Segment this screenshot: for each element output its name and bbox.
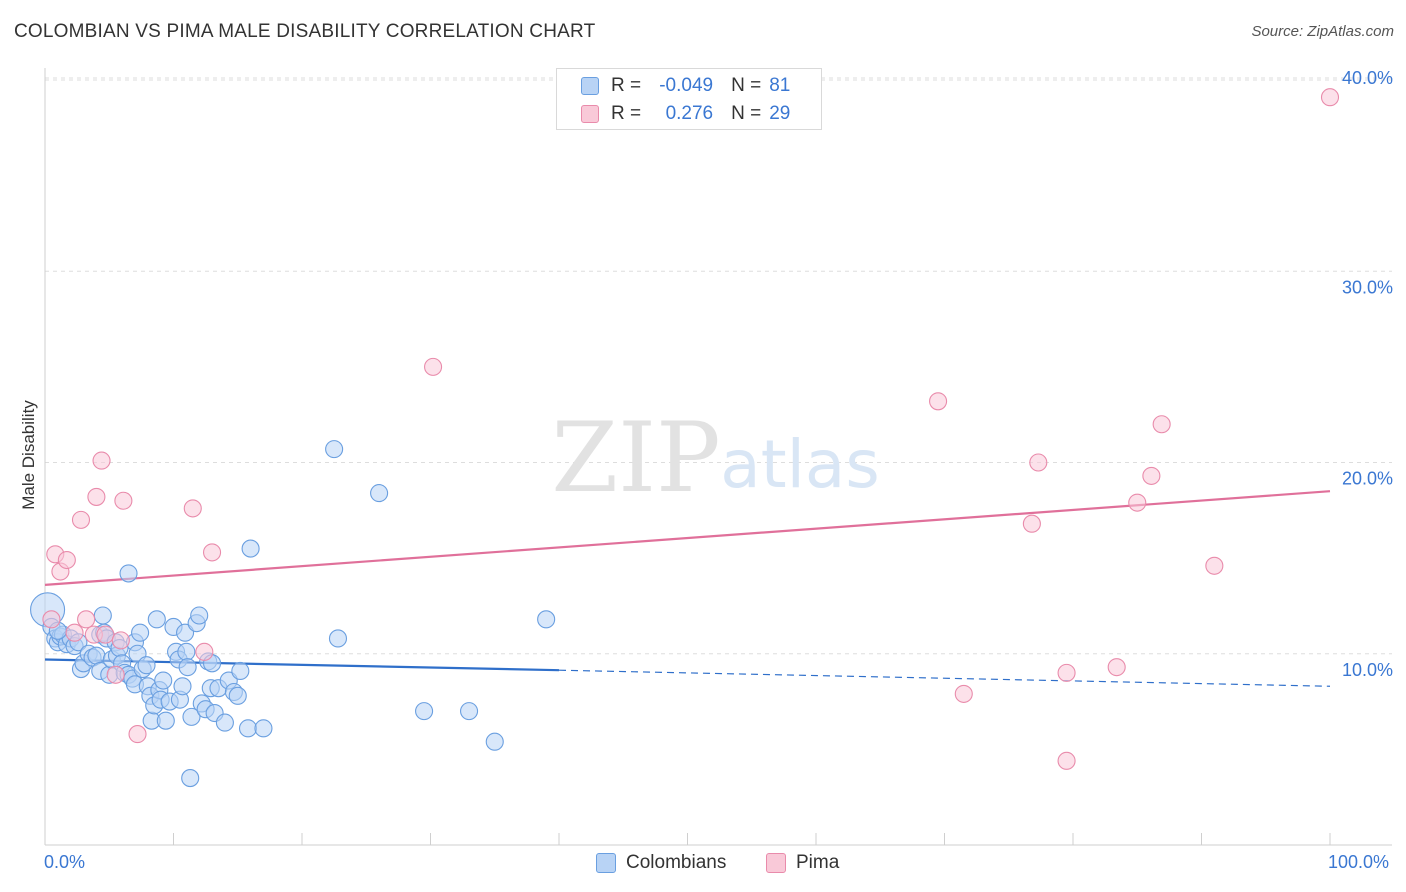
pima-point	[929, 392, 948, 411]
watermark: ZIP atlas	[551, 402, 879, 514]
series-legend: Colombians Pima	[0, 852, 1406, 878]
legend-n-value: 81	[769, 75, 791, 96]
axes	[44, 68, 1392, 846]
colombians-point	[238, 719, 258, 738]
y-tick-label: 10.0%	[1342, 660, 1393, 680]
series-legend-pima: Pima	[766, 852, 839, 874]
x-tick-label-min: 0.0%	[44, 852, 86, 872]
pima-point	[1320, 88, 1340, 107]
source-credit: Source: ZipAtlas.com	[1251, 23, 1394, 40]
y-tick-label: 20.0%	[1342, 469, 1393, 489]
colombians-point	[173, 677, 192, 696]
colombians-point	[325, 440, 344, 459]
colombians-point	[154, 671, 173, 690]
colombians-point	[215, 713, 234, 732]
pima-point	[1107, 658, 1126, 677]
pima-point	[1205, 556, 1224, 575]
pima-point	[1057, 663, 1076, 682]
pima-point	[42, 610, 61, 629]
colombians-point	[241, 539, 260, 558]
gridlines	[45, 77, 1392, 655]
series-swatch-blue	[596, 853, 616, 873]
colombians-point	[182, 707, 201, 726]
legend-swatch-pink	[581, 105, 599, 123]
legend-r-value: -0.049	[659, 75, 714, 96]
pima-point	[92, 451, 111, 470]
colombians-point	[370, 484, 389, 503]
colombians-point	[93, 606, 112, 625]
pima-point	[111, 631, 130, 650]
legend-swatch-blue	[581, 77, 599, 95]
pima-point	[77, 610, 96, 629]
pima-point	[195, 642, 214, 661]
colombians-point	[254, 719, 273, 738]
colombians-point	[147, 610, 166, 629]
series-legend-label: Pima	[796, 852, 840, 873]
trend-lines	[44, 490, 1331, 687]
colombians-point	[459, 702, 479, 721]
pima-point	[1022, 514, 1041, 533]
colombians-point	[415, 702, 434, 721]
series-legend-colombians: Colombians	[596, 852, 726, 874]
pima-point	[1029, 453, 1048, 472]
legend-r-value: 0.276	[665, 103, 714, 124]
pima-point	[114, 491, 133, 510]
colombians-point	[178, 658, 197, 677]
x-tick-label-max: 100.0%	[1328, 852, 1390, 872]
legend-n-label: N =	[731, 103, 762, 124]
colombians-point	[181, 769, 200, 788]
watermark-zip: ZIP	[551, 402, 720, 514]
y-tick-label: 40.0%	[1342, 68, 1393, 88]
pima-point	[106, 665, 125, 684]
watermark-atlas: atlas	[720, 426, 880, 503]
chart-title: COLOMBIAN VS PIMA MALE DISABILITY CORREL…	[14, 21, 596, 42]
colombians-point	[87, 646, 106, 665]
y-tick-label: 30.0%	[1342, 277, 1393, 297]
series-swatch-pink	[766, 853, 786, 873]
colombians-point	[177, 642, 196, 661]
series-legend-label: Colombians	[626, 852, 727, 873]
legend-row-pima: R = 0.276 N = 29	[581, 100, 790, 128]
colombians-trend-line-dashed	[558, 669, 1331, 687]
pima-point	[128, 725, 147, 744]
stats-legend: R = -0.049 N = 81 R = 0.276 N = 29	[556, 68, 822, 130]
pima-point	[1142, 466, 1161, 485]
colombians-point	[328, 629, 348, 648]
colombians-point	[228, 686, 247, 705]
y-axis-label: Male Disability	[19, 400, 38, 510]
pima-point	[65, 623, 84, 642]
pima-point	[1057, 751, 1076, 770]
pima-point	[71, 510, 91, 529]
pima-point	[183, 499, 202, 518]
pima-point	[1152, 415, 1171, 434]
colombians-point	[137, 656, 156, 675]
legend-r-label: R =	[611, 103, 642, 124]
pima-trend-line	[44, 490, 1331, 586]
legend-r-label: R =	[611, 75, 642, 96]
colombians-point	[119, 564, 138, 583]
pima-point	[954, 684, 973, 703]
legend-n-label: N =	[731, 75, 762, 96]
y-tick-labels: 10.0% 20.0% 30.0% 40.0%	[1342, 68, 1393, 680]
pima-point	[87, 487, 106, 506]
pima-point	[57, 550, 76, 570]
colombians-point	[537, 610, 556, 629]
colombians-point	[231, 661, 250, 681]
legend-n-value: 29	[769, 103, 791, 124]
colombians-point	[190, 606, 209, 625]
colombians-point	[131, 623, 150, 642]
colombians-point	[485, 732, 504, 751]
pima-point	[424, 357, 443, 376]
pima-points	[42, 88, 1340, 770]
pima-point	[96, 625, 115, 644]
colombians-point	[156, 711, 175, 730]
legend-row-colombians: R = -0.049 N = 81	[581, 72, 790, 100]
pima-point	[1128, 493, 1147, 512]
colombians-points	[30, 440, 556, 788]
pima-point	[203, 543, 222, 562]
